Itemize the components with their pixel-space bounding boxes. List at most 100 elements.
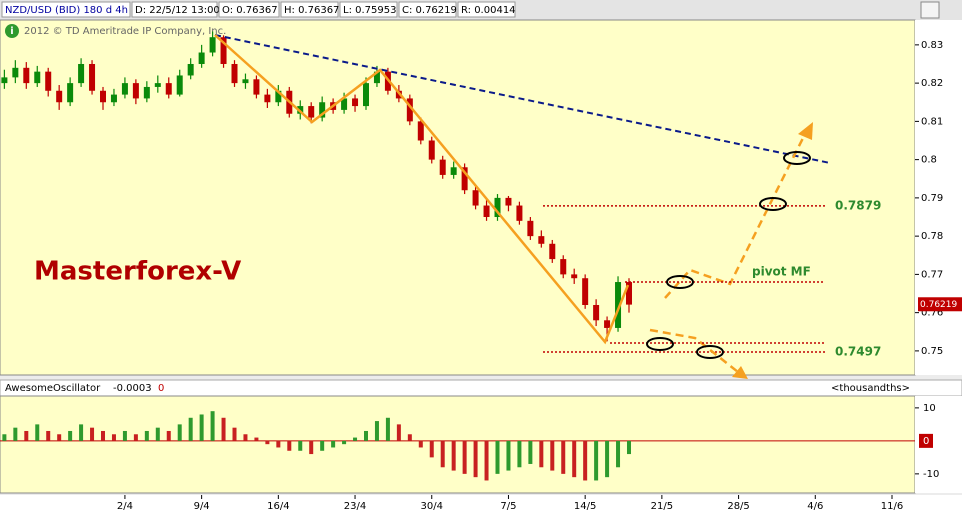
candle-body (110, 94, 117, 103)
copyright: 2012 © TD Ameritrade IP Company, Inc. (24, 26, 226, 37)
level-label: 0.7879 (835, 198, 881, 212)
osc-bar (254, 437, 259, 441)
close: C: 0.76219 (402, 5, 457, 16)
date: D: 22/5/12 13:00 (135, 5, 220, 16)
osc-bar (374, 421, 379, 441)
x-tick-label: 21/5 (651, 501, 673, 512)
candle-body (23, 67, 30, 84)
candle-body (319, 102, 326, 118)
osc-bar (517, 440, 522, 468)
osc-readout: -0.0003 (113, 383, 152, 394)
zero-label: 0 (923, 436, 929, 447)
osc-bar (287, 440, 292, 451)
osc-bar (594, 440, 599, 481)
osc-bar (276, 440, 281, 448)
osc-bar (57, 434, 62, 441)
arrow-head (798, 122, 813, 140)
osc-bar (210, 411, 215, 441)
candle-body (275, 90, 282, 103)
osc-bar (605, 440, 610, 478)
open: O: 0.76367 (222, 5, 278, 16)
x-tick-label: 14/5 (574, 501, 596, 512)
candle-body (516, 205, 523, 221)
x-axis (0, 495, 962, 519)
osc-bar (418, 440, 423, 448)
price-axis (915, 20, 962, 375)
osc-bar (101, 430, 106, 441)
osc-units: <thousandths> (831, 383, 910, 394)
y-tick-label: 10 (923, 403, 936, 414)
osc-bar (539, 440, 544, 468)
osc-bar (561, 440, 566, 474)
candle-body (253, 79, 260, 95)
candle-body (472, 190, 479, 206)
ellipse (696, 345, 724, 359)
projection-up (664, 131, 808, 299)
field (1, 1, 131, 18)
x-tick-label: 2/4 (117, 501, 133, 512)
osc-bar (177, 424, 182, 441)
annotations (214, 34, 831, 379)
field (131, 1, 218, 18)
osc-bar (122, 430, 127, 441)
candle-body (78, 63, 85, 84)
y-tick-label: 0.8 (921, 155, 937, 166)
low: L: 0.75953 (343, 5, 396, 16)
candle-body (12, 67, 19, 78)
candle-body (132, 83, 139, 99)
candle-body (538, 236, 545, 244)
osc-bar (79, 424, 84, 441)
x-tick-label: 7/5 (500, 501, 516, 512)
candle-body (121, 83, 128, 95)
osc-panel (0, 395, 916, 494)
osc-bar (309, 440, 314, 455)
pivot-label: pivot MF (752, 265, 811, 279)
info-icon[interactable] (5, 24, 19, 38)
osc-title: AwesomeOscillator (5, 383, 101, 394)
y-tick-label: 0.76 (921, 308, 943, 319)
candle-body (308, 106, 315, 118)
osc-bar (221, 417, 226, 441)
candle-body (560, 259, 567, 275)
osc-bar (298, 440, 303, 451)
wave-line (214, 34, 630, 345)
level-label: 0.7497 (835, 345, 881, 359)
candle-body (176, 75, 183, 95)
osc-bar (111, 434, 116, 441)
osc-bar (166, 430, 171, 441)
osc-bar (90, 427, 95, 441)
y-tick-label: 0.79 (921, 193, 943, 204)
x-tick-label: 11/6 (881, 501, 903, 512)
osc-bar (46, 430, 51, 441)
candle-body (154, 83, 161, 87)
osc-bar (199, 414, 204, 441)
candle-body (363, 83, 369, 107)
osc-bar (572, 440, 577, 478)
projection-down (649, 328, 739, 373)
candle-body (187, 63, 194, 76)
osc-bar (133, 434, 138, 441)
y-tick-label: -10 (923, 469, 939, 480)
settings-button[interactable] (920, 1, 940, 19)
candle-body (582, 278, 589, 305)
osc-readout: 0 (158, 383, 164, 394)
candle-body (483, 205, 490, 218)
osc-bar (616, 440, 621, 468)
osc-bar (626, 440, 631, 455)
osc-bar (495, 440, 500, 474)
y-tick-label: 0.82 (921, 78, 943, 89)
osc-bar (364, 430, 368, 441)
candle-body (341, 98, 348, 110)
candle-body (461, 167, 468, 191)
candle-body (264, 94, 271, 103)
candle-body (549, 243, 556, 260)
candle-body (352, 98, 359, 107)
osc-bar (385, 417, 390, 441)
osc-bar (2, 434, 7, 441)
candle-body (604, 320, 611, 328)
candle-body (165, 83, 172, 95)
candle-body (494, 197, 501, 218)
field (339, 1, 398, 18)
candle-body (625, 282, 632, 305)
osc-bar (155, 427, 160, 441)
